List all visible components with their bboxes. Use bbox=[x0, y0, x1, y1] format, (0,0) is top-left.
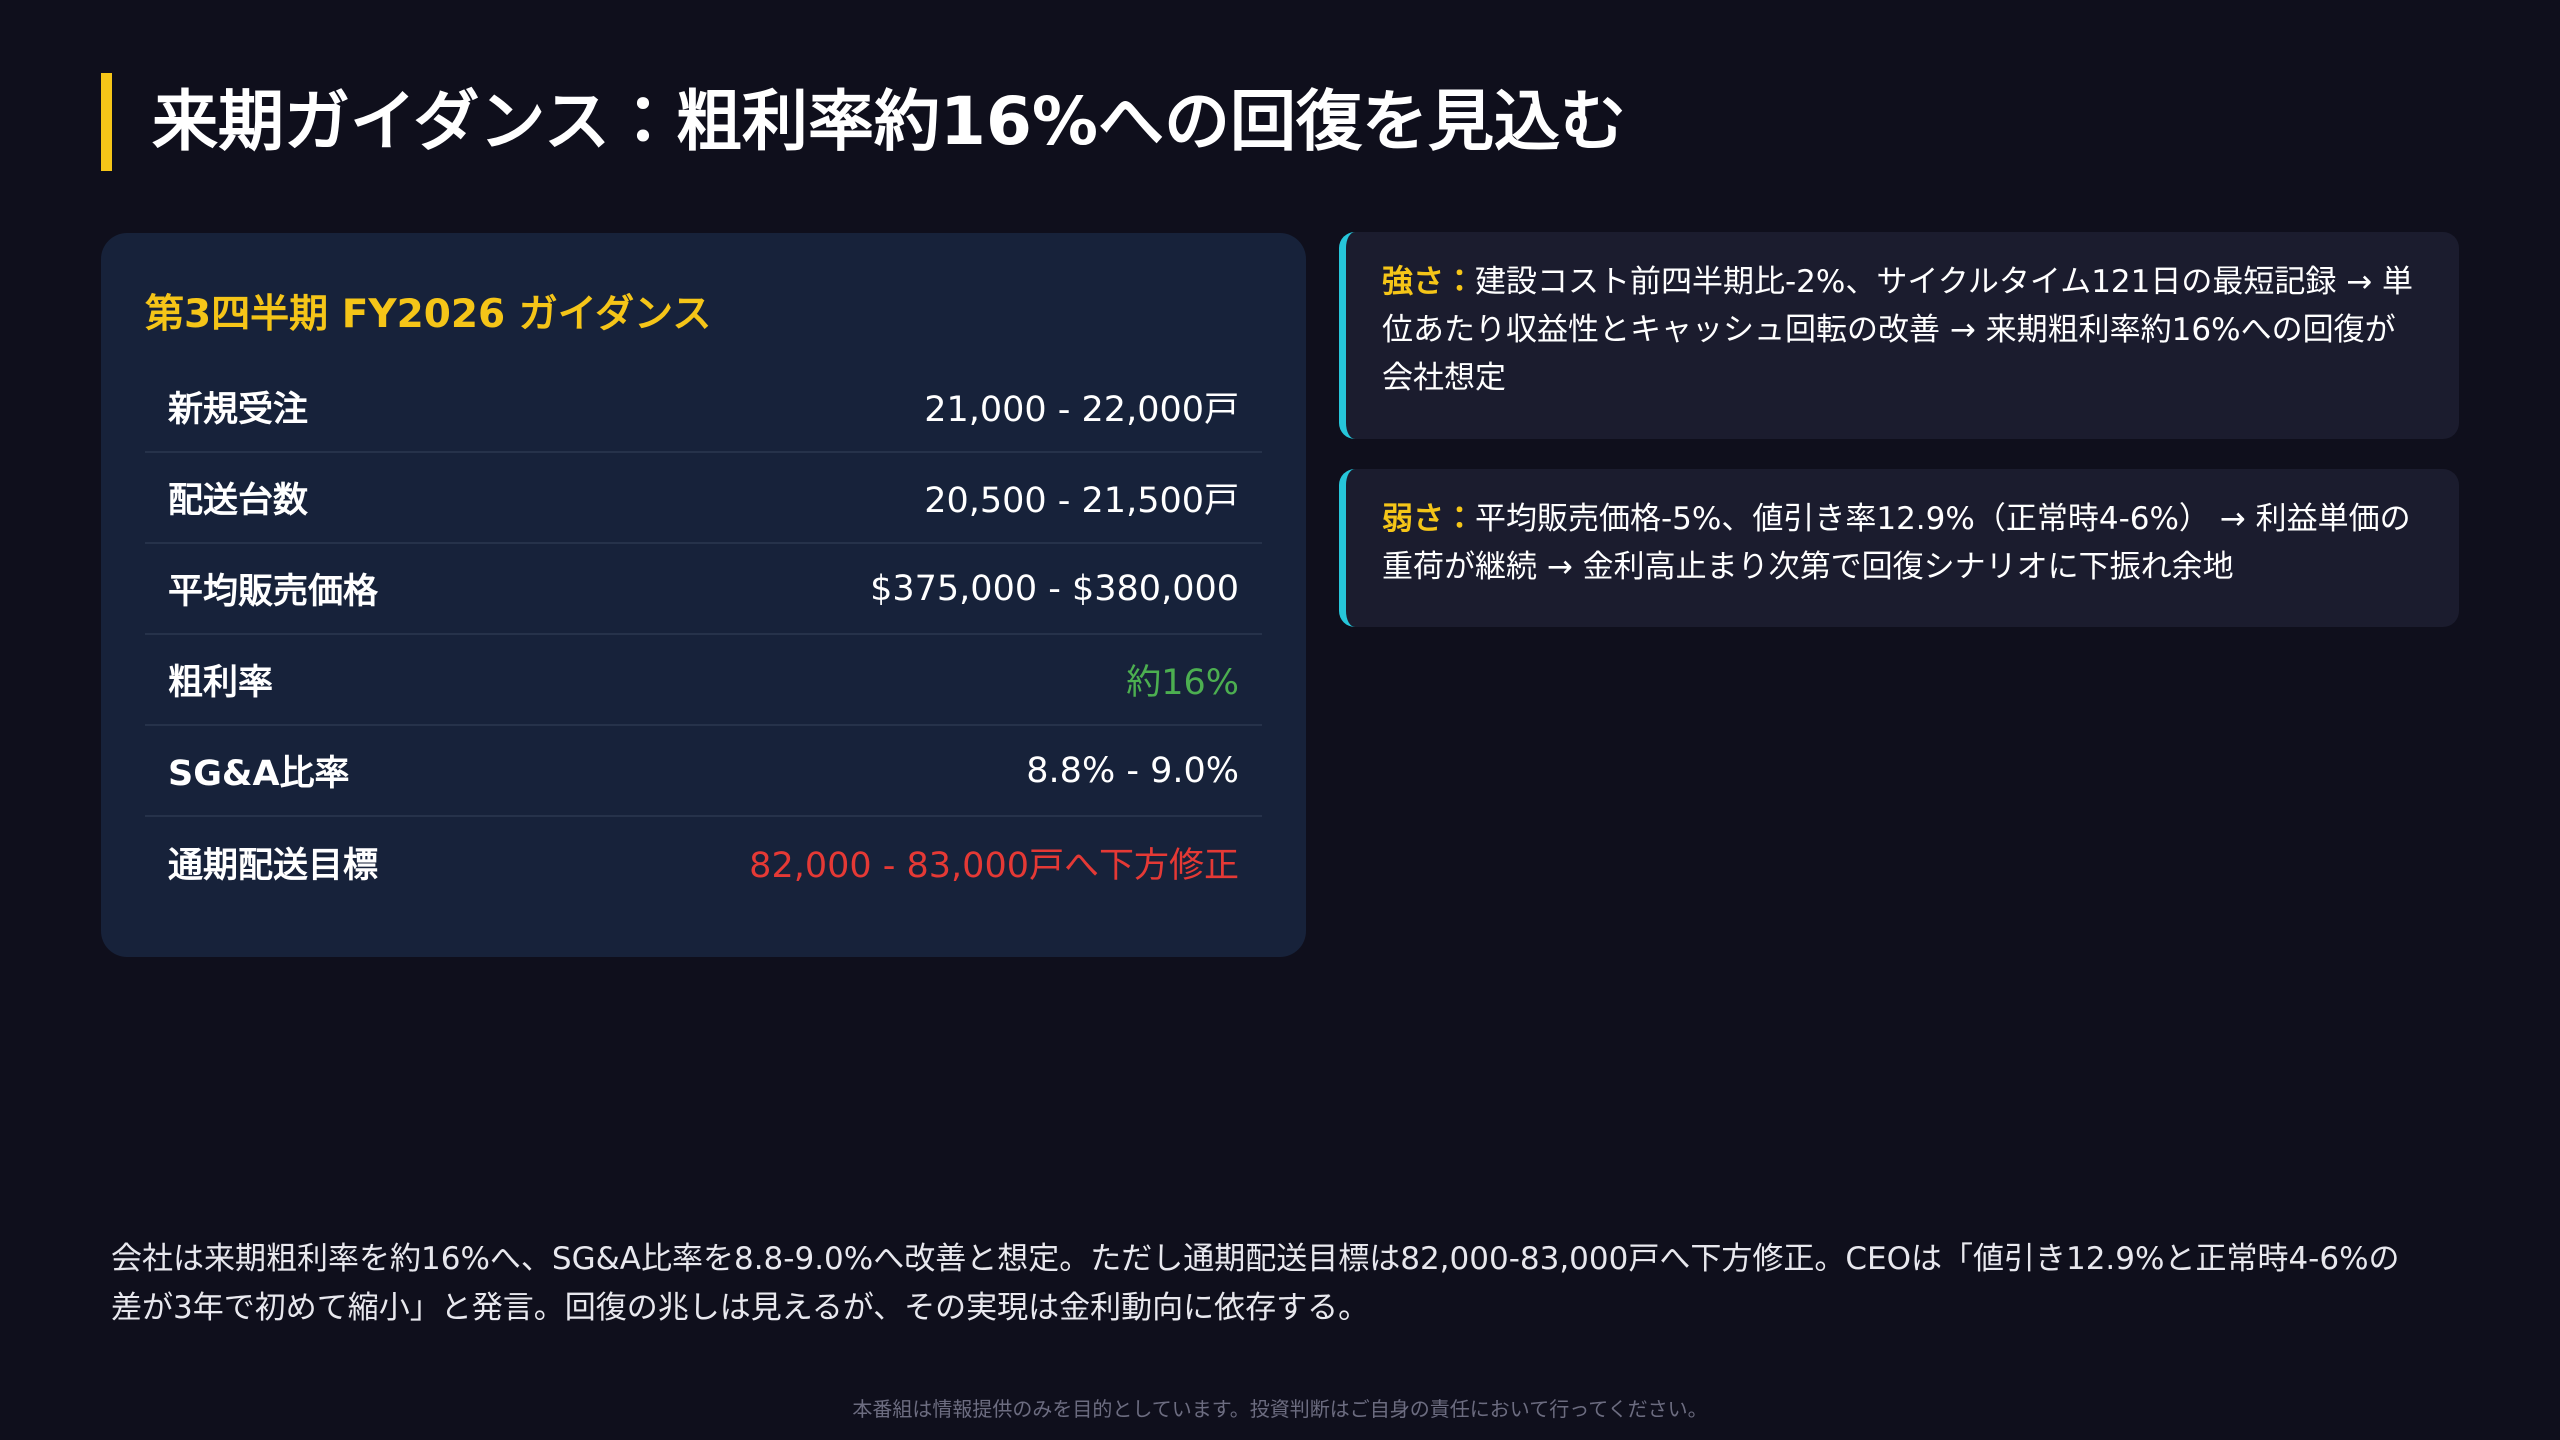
row-label: 配送台数 bbox=[168, 481, 309, 521]
row-label: SG&A比率 bbox=[168, 754, 350, 794]
row-value: 82,000 - 83,000戸へ下方修正 bbox=[749, 846, 1239, 886]
row-value: $375,000 - $380,000 bbox=[870, 568, 1239, 609]
note-label: 弱さ： bbox=[1382, 501, 1475, 537]
disclaimer: 本番組は情報提供のみを目的としています。投資判断はご自身の責任において行ってくだ… bbox=[852, 1397, 1708, 1421]
note-text: 建設コスト前四半期比-2%、サイクルタイム121日の最短記録 → 単位あたり収益… bbox=[1382, 264, 2414, 396]
strength-card: 強さ：建設コスト前四半期比-2%、サイクルタイム121日の最短記録 → 単位あた… bbox=[1339, 232, 2459, 439]
row: 通期配送目標 82,000 - 83,000戸へ下方修正 bbox=[145, 817, 1262, 908]
row: SG&A比率 8.8% - 9.0% bbox=[145, 726, 1262, 817]
guidance-table: 新規受注 21,000 - 22,000戸 配送台数 20,500 - 21,500… bbox=[145, 362, 1262, 908]
row: 配送台数 20,500 - 21,500戸 bbox=[145, 453, 1262, 544]
title-accent bbox=[101, 73, 112, 171]
guidance-card: 第3四半期 FY2026 ガイダンス 新規受注 21,000 - 22,000戸 … bbox=[101, 233, 1306, 957]
note-text: 平均販売価格-5%、値引き率12.9%（正常時4-6%） → 利益単価の重荷が継… bbox=[1382, 501, 2411, 585]
note-label: 強さ： bbox=[1382, 264, 1475, 300]
row-label: 新規受注 bbox=[168, 390, 309, 430]
row-value: 21,000 - 22,000戸 bbox=[924, 390, 1239, 430]
row-label: 粗利率 bbox=[168, 663, 274, 703]
row: 平均販売価格 $375,000 - $380,000 bbox=[145, 544, 1262, 635]
title: 来期ガイダンス：粗利率約16%への回復を見込む bbox=[152, 83, 1627, 160]
row-label: 通期配送目標 bbox=[168, 846, 379, 886]
row-label: 平均販売価格 bbox=[168, 572, 379, 612]
row-value: 8.8% - 9.0% bbox=[1026, 750, 1239, 791]
guidance-heading: 第3四半期 FY2026 ガイダンス bbox=[145, 292, 712, 337]
summary: 会社は来期粗利率を約16%へ、SG&A比率を8.8-9.0%へ改善と想定。ただし… bbox=[111, 1241, 2400, 1326]
row-value: 約16% bbox=[1126, 663, 1239, 703]
weakness-card: 弱さ：平均販売価格-5%、値引き率12.9%（正常時4-6%） → 利益単価の重… bbox=[1339, 469, 2459, 627]
row: 新規受注 21,000 - 22,000戸 bbox=[145, 362, 1262, 453]
row-value: 20,500 - 21,500戸 bbox=[924, 481, 1239, 521]
row: 粗利率 約16% bbox=[145, 635, 1262, 726]
